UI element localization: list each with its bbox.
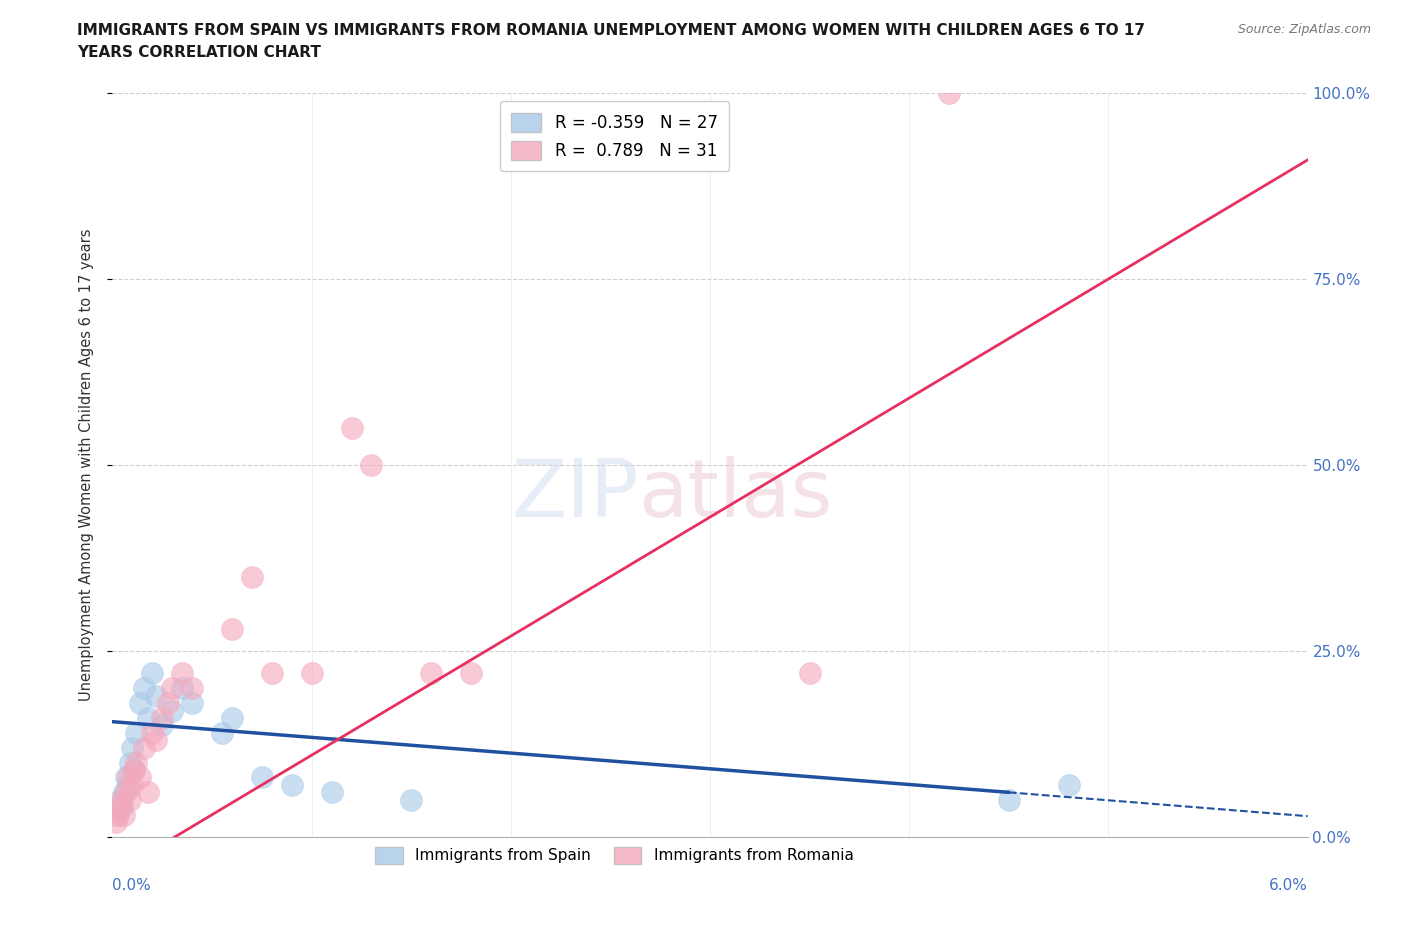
- Point: [181, 696, 204, 711]
- Point: [114, 807, 135, 822]
- Point: [150, 711, 173, 725]
- Point: [105, 815, 128, 830]
- Point: [162, 703, 183, 718]
- Point: [125, 725, 148, 740]
- Point: [260, 666, 283, 681]
- Point: [172, 666, 194, 681]
- Point: [1057, 777, 1080, 792]
- Point: [938, 86, 960, 100]
- Point: [401, 792, 423, 807]
- Point: [134, 740, 156, 755]
- Point: [129, 770, 152, 785]
- Point: [181, 681, 204, 696]
- Point: [321, 785, 343, 800]
- Point: [120, 792, 142, 807]
- Point: [157, 696, 180, 711]
- Point: [460, 666, 482, 681]
- Point: [240, 569, 263, 584]
- Point: [110, 800, 132, 815]
- Text: atlas: atlas: [638, 456, 832, 534]
- Point: [115, 770, 138, 785]
- Point: [301, 666, 323, 681]
- Point: [799, 666, 821, 681]
- Point: [141, 725, 163, 740]
- Point: [115, 785, 138, 800]
- Text: IMMIGRANTS FROM SPAIN VS IMMIGRANTS FROM ROMANIA UNEMPLOYMENT AMONG WOMEN WITH C: IMMIGRANTS FROM SPAIN VS IMMIGRANTS FROM…: [77, 23, 1146, 38]
- Point: [360, 458, 382, 472]
- Point: [121, 740, 143, 755]
- Point: [211, 725, 233, 740]
- Point: [145, 733, 167, 748]
- Point: [250, 770, 273, 785]
- Point: [117, 770, 139, 785]
- Point: [162, 681, 183, 696]
- Text: 6.0%: 6.0%: [1268, 878, 1308, 893]
- Point: [172, 681, 194, 696]
- Point: [134, 681, 156, 696]
- Text: YEARS CORRELATION CHART: YEARS CORRELATION CHART: [77, 45, 321, 60]
- Point: [141, 666, 163, 681]
- Point: [107, 807, 129, 822]
- Point: [340, 420, 363, 435]
- Point: [138, 711, 160, 725]
- Point: [121, 777, 143, 792]
- Point: [281, 777, 304, 792]
- Point: [138, 785, 160, 800]
- Point: [129, 696, 152, 711]
- Point: [150, 718, 173, 733]
- Y-axis label: Unemployment Among Women with Children Ages 6 to 17 years: Unemployment Among Women with Children A…: [79, 229, 94, 701]
- Point: [124, 763, 146, 777]
- Legend: Immigrants from Spain, Immigrants from Romania: Immigrants from Spain, Immigrants from R…: [370, 841, 859, 870]
- Point: [221, 621, 243, 636]
- Point: [420, 666, 443, 681]
- Point: [105, 807, 128, 822]
- Text: ZIP: ZIP: [510, 456, 638, 534]
- Point: [110, 792, 132, 807]
- Point: [125, 755, 148, 770]
- Point: [124, 763, 146, 777]
- Point: [998, 792, 1021, 807]
- Text: Source: ZipAtlas.com: Source: ZipAtlas.com: [1237, 23, 1371, 36]
- Point: [114, 785, 135, 800]
- Point: [221, 711, 243, 725]
- Text: 0.0%: 0.0%: [112, 878, 152, 893]
- Point: [120, 755, 142, 770]
- Point: [111, 792, 134, 807]
- Point: [117, 777, 139, 792]
- Point: [111, 800, 134, 815]
- Point: [145, 688, 167, 703]
